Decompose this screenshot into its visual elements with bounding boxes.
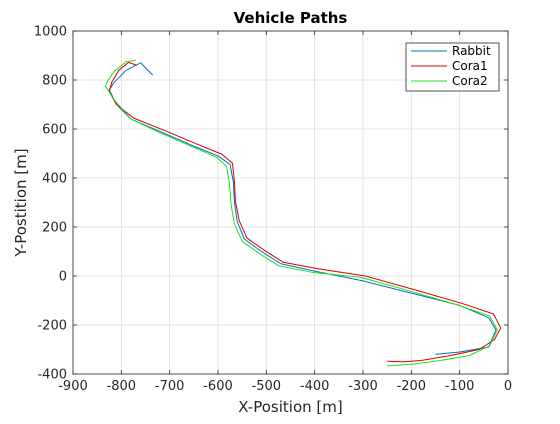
legend-label-cora1: Cora1 [452,59,488,73]
y-tick-label: -200 [37,319,67,334]
x-tick-label: -900 [58,379,88,394]
x-axis-label: X-Position [m] [238,398,342,416]
x-tick-label: -700 [155,379,185,394]
y-axis-label: Y-Postition [m] [12,148,30,257]
ticks: -900 -800 -700 -600 -500 -400 -300 -200 -100 0 -40… [34,25,512,395]
legend-label-rabbit: Rabbit [452,44,491,58]
series-layer [104,59,502,367]
y-tick-label: -400 [37,368,67,383]
x-tick-label: -300 [348,379,378,394]
plot-border [72,30,509,375]
legend-label-cora2: Cora2 [452,74,488,88]
x-tick-label: -100 [445,379,475,394]
series-line-cora2 [104,59,498,367]
x-tick-label: -500 [252,379,282,394]
y-tick-label: 1000 [34,25,67,40]
x-tick-label: -800 [107,379,137,394]
x-tick-label: 0 [504,379,512,394]
series-line-rabbit [108,62,497,355]
x-tick-label: -400 [300,379,330,394]
chart-title: Vehicle Paths [234,9,348,27]
x-tick-label: -600 [203,379,233,394]
y-tick-label: 800 [42,74,67,89]
y-tick-label: 200 [42,221,67,236]
y-tick-label: 400 [42,172,67,187]
y-tick-label: 600 [42,123,67,138]
x-tick-label: -200 [397,379,427,394]
y-tick-label: 0 [59,270,67,285]
